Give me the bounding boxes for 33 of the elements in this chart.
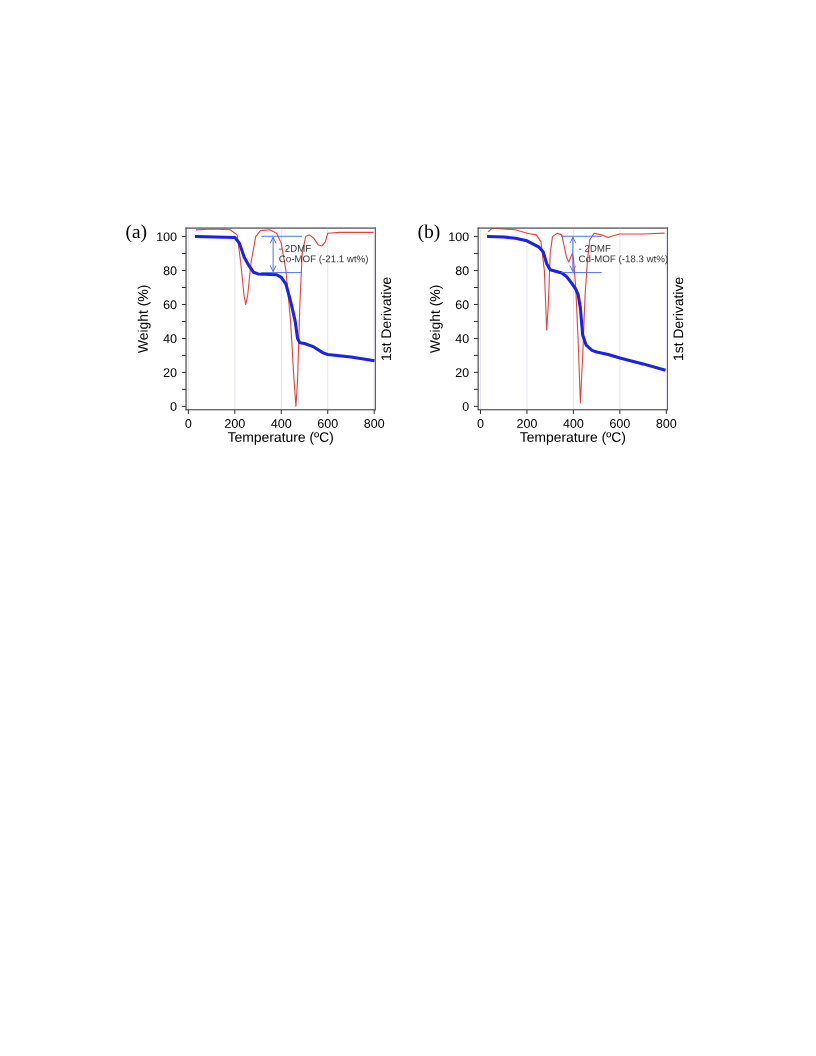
x-tick-label: 800 bbox=[656, 419, 677, 428]
y-tick-label: 60 bbox=[455, 300, 469, 310]
x-tick-label: 0 bbox=[477, 419, 484, 428]
x-axis-title: Temperature (ºC) bbox=[227, 431, 333, 445]
y2-axis-title: 1st Derivative bbox=[380, 277, 392, 360]
y-tick-label: 20 bbox=[163, 368, 177, 378]
y-tick-label: 0 bbox=[170, 402, 177, 411]
y-axis-title: Weight (%) bbox=[429, 285, 443, 354]
x-tick-label: 400 bbox=[563, 419, 584, 428]
chart-title: (a) bbox=[126, 224, 147, 243]
x-axis-title: Temperature (ºC) bbox=[520, 431, 626, 445]
x-tick-label: 800 bbox=[364, 419, 385, 428]
y-tick-label: 60 bbox=[163, 300, 177, 310]
line-series bbox=[195, 228, 374, 407]
line-series bbox=[487, 235, 666, 372]
y-tick-label: 20 bbox=[455, 368, 469, 378]
y2-axis-title: 1st Derivative bbox=[673, 277, 684, 360]
y-tick-label: 100 bbox=[449, 232, 469, 242]
y-axis-title: Weight (%) bbox=[137, 285, 151, 354]
x-tick-label: 200 bbox=[517, 419, 537, 428]
chart-title: (b) bbox=[418, 224, 440, 243]
x-tick-label: 0 bbox=[185, 419, 192, 428]
y-tick-label: 40 bbox=[455, 334, 469, 344]
y-tick-label: 80 bbox=[163, 266, 177, 276]
x-tick-label: 600 bbox=[317, 419, 338, 428]
y-tick-label: 40 bbox=[163, 334, 177, 344]
line-series bbox=[194, 235, 375, 363]
x-tick-label: 200 bbox=[225, 419, 245, 428]
y-tick-label: 0 bbox=[462, 402, 469, 411]
x-tick-label: 600 bbox=[610, 419, 630, 428]
y-tick-label: 80 bbox=[455, 266, 469, 276]
y-tick-label: 100 bbox=[157, 232, 177, 242]
x-tick-label: 400 bbox=[271, 419, 292, 428]
